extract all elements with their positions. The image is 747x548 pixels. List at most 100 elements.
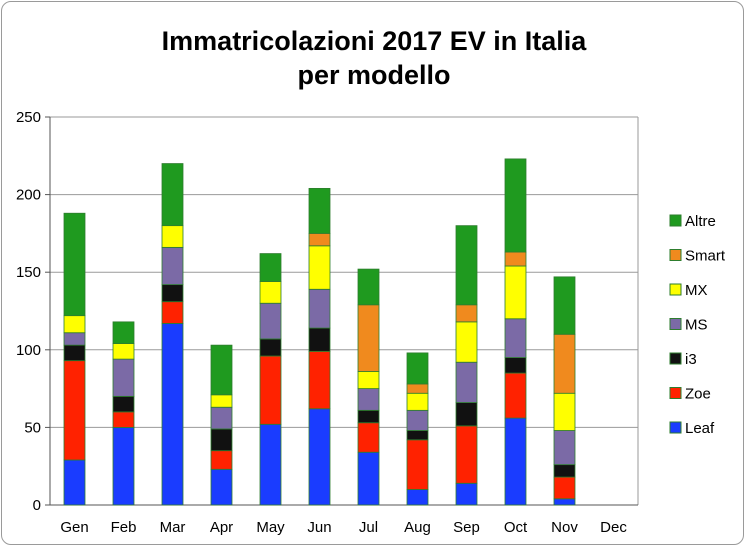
y-axis-ticks: 0 50 100 150 200 250 bbox=[16, 109, 50, 514]
bar-segment-ms-gen bbox=[63, 332, 86, 346]
bar-segment-zoe-jul bbox=[357, 422, 380, 453]
x-tick-label: Nov bbox=[551, 519, 578, 536]
x-tick-label: Sep bbox=[453, 519, 480, 536]
bar-segment-mx-mar bbox=[161, 225, 184, 248]
bar-segment-zoe-jun bbox=[308, 350, 331, 410]
y-tick-label: 50 bbox=[24, 419, 41, 436]
bar-segment-zoe-oct bbox=[504, 372, 527, 419]
bar-segment-i3-feb bbox=[112, 395, 135, 413]
legend-label-i3: i3 bbox=[685, 351, 697, 368]
legend-label-zoe: Zoe bbox=[685, 386, 711, 403]
bar-segment-i3-oct bbox=[504, 357, 527, 374]
legend-swatch-smart bbox=[669, 249, 682, 261]
bar-segment-leaf-aug bbox=[406, 489, 429, 506]
bar-segment-smart-nov bbox=[553, 333, 576, 394]
legend-swatch-mx bbox=[669, 283, 682, 296]
bar-segment-zoe-gen bbox=[63, 360, 86, 461]
bar-segment-altre-gen bbox=[63, 212, 86, 317]
bar-segment-altre-jun bbox=[308, 187, 331, 234]
bar-segment-altre-sep bbox=[455, 225, 478, 306]
bar-segment-leaf-may bbox=[259, 423, 282, 506]
bars bbox=[63, 158, 576, 506]
x-tick-label: Gen bbox=[60, 519, 88, 536]
bar-segment-smart-jul bbox=[357, 304, 380, 372]
bar-segment-zoe-mar bbox=[161, 301, 184, 324]
bar-segment-ms-feb bbox=[112, 358, 135, 397]
y-tick-label: 100 bbox=[16, 342, 41, 359]
bar-segment-i3-nov bbox=[553, 464, 576, 478]
bar-segment-i3-jul bbox=[357, 409, 380, 424]
chart-subtitle: per modello bbox=[297, 60, 450, 90]
bar-segment-leaf-apr bbox=[210, 468, 233, 506]
x-tick-label: Dec bbox=[600, 519, 627, 536]
bar-segment-i3-may bbox=[259, 338, 282, 357]
y-tick-label: 250 bbox=[16, 109, 41, 126]
bar-segment-ms-jul bbox=[357, 388, 380, 411]
bar-segment-mx-gen bbox=[63, 315, 86, 334]
legend-label-mx: MX bbox=[685, 282, 708, 299]
bar-segment-smart-oct bbox=[504, 251, 527, 267]
bar-segment-leaf-sep bbox=[455, 482, 478, 506]
bar-segment-ms-aug bbox=[406, 409, 429, 431]
x-axis-ticks: Gen Feb Mar Apr May Jun Jul Aug Sep Oct Nov Dec bbox=[60, 519, 627, 536]
x-tick-label: Oct bbox=[504, 519, 528, 536]
bar-segment-ms-nov bbox=[553, 430, 576, 466]
bar-segment-mx-jul bbox=[357, 371, 380, 390]
bar-segment-zoe-nov bbox=[553, 476, 576, 500]
legend-swatch-zoe bbox=[669, 387, 682, 399]
bar-segment-zoe-feb bbox=[112, 411, 135, 428]
bar-segment-leaf-nov bbox=[553, 498, 576, 506]
bar-segment-mx-feb bbox=[112, 343, 135, 360]
bar-segment-ms-oct bbox=[504, 318, 527, 358]
bar-segment-smart-jun bbox=[308, 232, 331, 247]
axes bbox=[49, 117, 639, 506]
legend-swatch-leaf bbox=[669, 421, 682, 434]
legend-label-ms: MS bbox=[685, 317, 708, 334]
bar-segment-mx-oct bbox=[504, 265, 527, 320]
legend-label-smart: Smart bbox=[685, 248, 726, 265]
bar-segment-zoe-aug bbox=[406, 439, 429, 490]
legend-swatch-ms bbox=[669, 318, 682, 330]
bar-segment-i3-aug bbox=[406, 430, 429, 441]
bar-segment-i3-sep bbox=[455, 402, 478, 427]
bar-segment-i3-gen bbox=[63, 344, 86, 362]
bar-segment-altre-may bbox=[259, 253, 282, 282]
bar-segment-altre-nov bbox=[553, 276, 576, 335]
y-tick-label: 150 bbox=[16, 264, 41, 281]
legend-swatch-i3 bbox=[669, 352, 682, 365]
bar-segment-mx-nov bbox=[553, 392, 576, 431]
bar-segment-i3-jun bbox=[308, 327, 331, 352]
bar-segment-altre-jul bbox=[357, 268, 380, 306]
bar-segment-altre-oct bbox=[504, 158, 527, 253]
bar-segment-leaf-gen bbox=[63, 459, 86, 506]
legend-label-altre: Altre bbox=[685, 213, 716, 230]
bar-segment-leaf-jun bbox=[308, 408, 331, 506]
x-tick-label: May bbox=[256, 519, 285, 536]
bar-segment-ms-sep bbox=[455, 361, 478, 403]
x-tick-label: Apr bbox=[210, 519, 233, 536]
bar-segment-i3-apr bbox=[210, 428, 233, 452]
bar-segment-mx-sep bbox=[455, 321, 478, 363]
bar-segment-smart-sep bbox=[455, 304, 478, 323]
legend-label-leaf: Leaf bbox=[685, 420, 715, 437]
bar-segment-ms-apr bbox=[210, 406, 233, 430]
chart-title: Immatricolazioni 2017 EV in Italia bbox=[162, 26, 588, 56]
bar-segment-zoe-may bbox=[259, 355, 282, 425]
bar-segment-ms-mar bbox=[161, 246, 184, 286]
bar-segment-altre-apr bbox=[210, 344, 233, 396]
bar-segment-ms-jun bbox=[308, 288, 331, 329]
x-tick-label: Jul bbox=[359, 519, 378, 536]
bar-segment-ms-may bbox=[259, 302, 282, 340]
bar-segment-zoe-sep bbox=[455, 425, 478, 484]
bar-segment-smart-aug bbox=[406, 383, 429, 394]
bar-segment-zoe-apr bbox=[210, 450, 233, 470]
bar-segment-altre-mar bbox=[161, 163, 184, 227]
bar-segment-mx-apr bbox=[210, 394, 233, 408]
bar-segment-leaf-jul bbox=[357, 451, 380, 506]
bar-segment-altre-aug bbox=[406, 352, 429, 385]
y-tick-label: 0 bbox=[33, 497, 41, 514]
legend-swatch-altre bbox=[669, 214, 682, 227]
x-tick-label: Aug bbox=[404, 519, 431, 536]
